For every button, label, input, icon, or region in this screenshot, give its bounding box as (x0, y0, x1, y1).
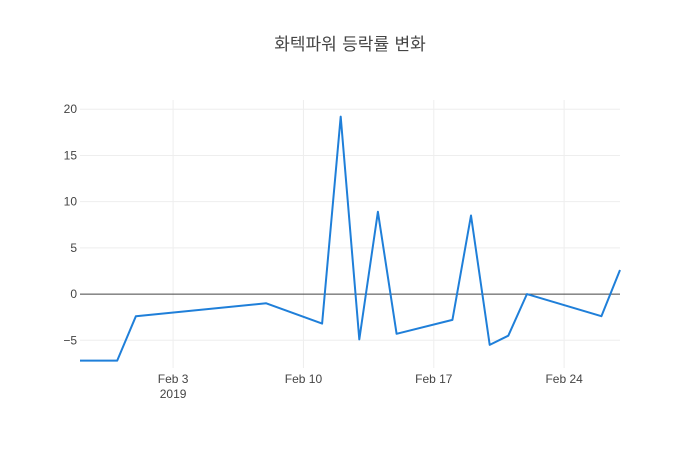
y-tick-label: 5 (70, 241, 77, 255)
x-tick-label: Feb 10 (285, 372, 323, 386)
x-tick-label: Feb 3 (158, 372, 189, 386)
y-tick-label: −5 (63, 333, 77, 347)
y-tick-label: 20 (64, 102, 78, 116)
grid-layer (80, 100, 620, 368)
chart-title: 화텍파워 등락률 변화 (274, 35, 426, 55)
y-tick-label: 10 (64, 195, 78, 209)
series-layer (80, 115, 621, 362)
x-tick-sublabel: 2019 (160, 387, 187, 401)
y-tick-label: 15 (64, 148, 78, 162)
x-tick-label: Feb 17 (415, 372, 453, 386)
x-tick-label: Feb 24 (545, 372, 583, 386)
series-line (80, 115, 621, 362)
y-tick-label: 0 (70, 287, 77, 301)
